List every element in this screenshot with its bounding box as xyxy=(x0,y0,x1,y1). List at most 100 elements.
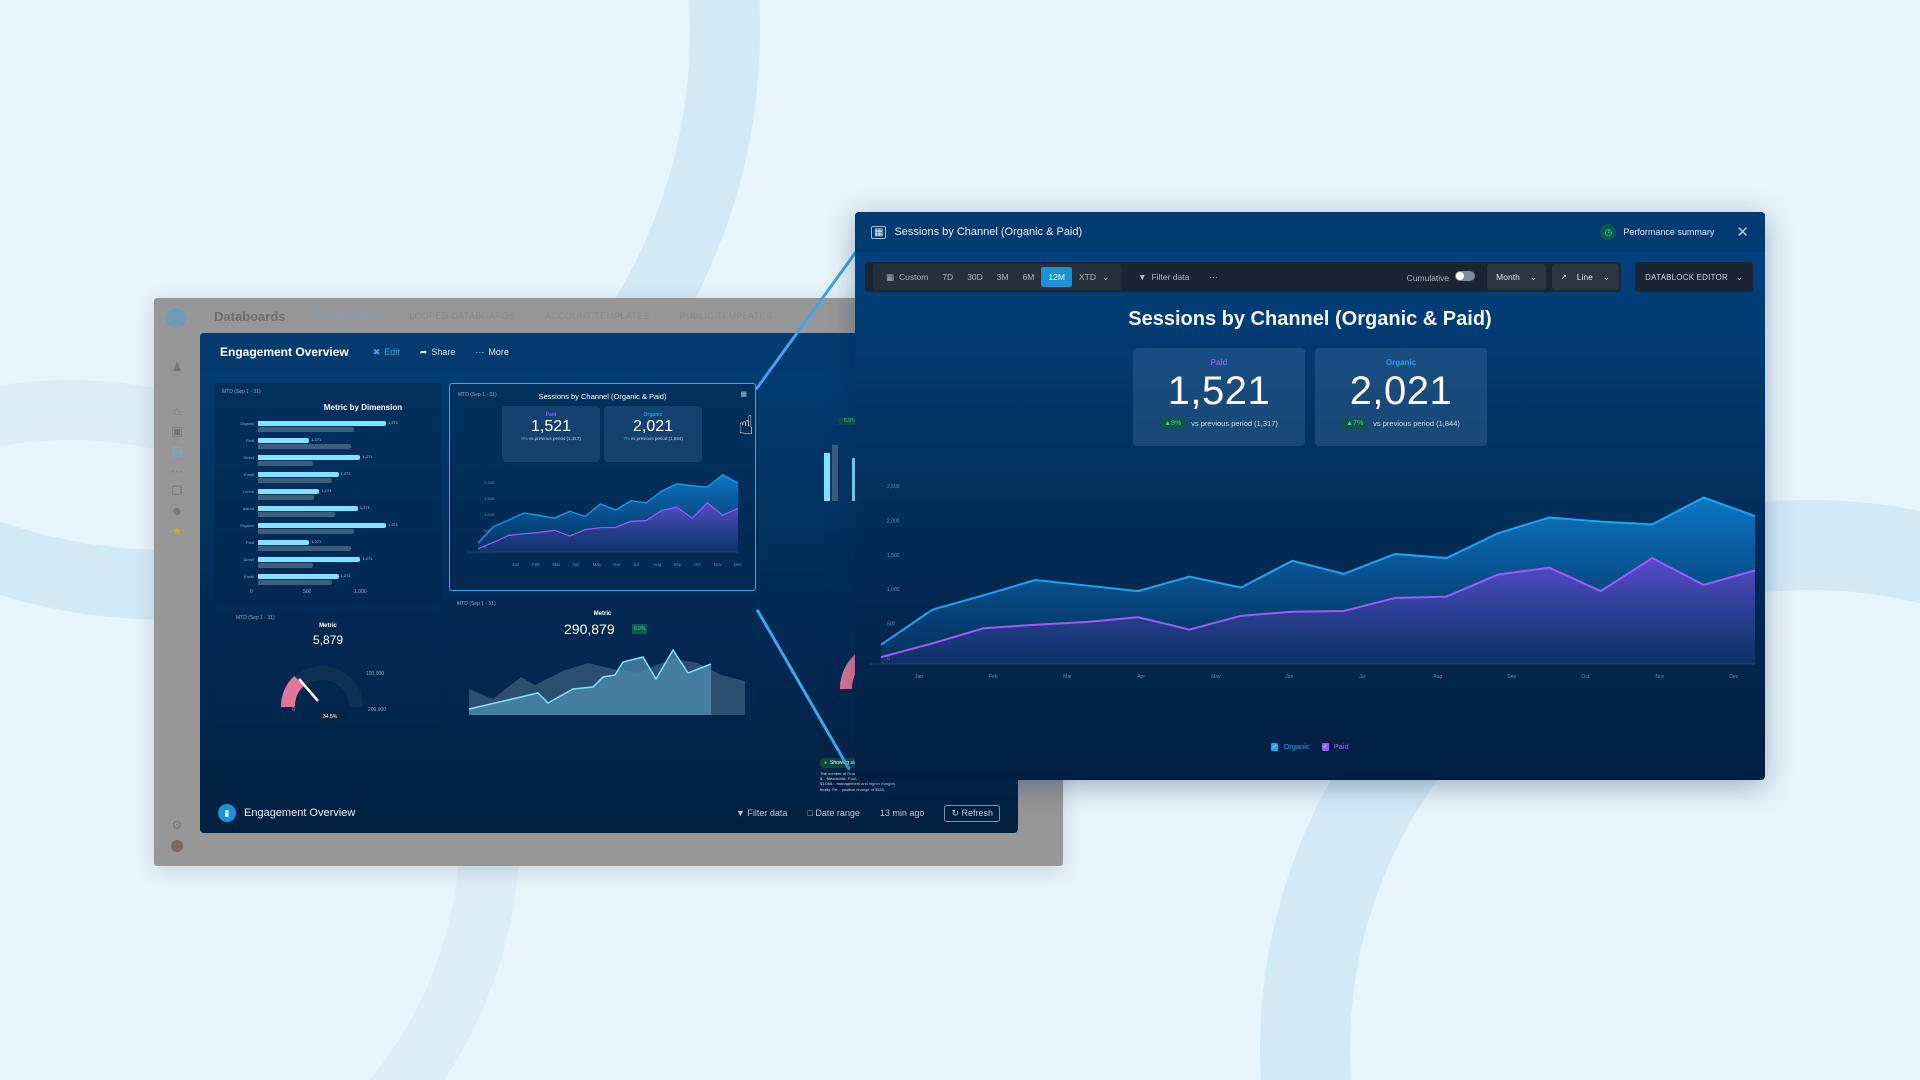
kpi-value: 2,021 xyxy=(1349,369,1453,413)
more-icon[interactable]: ··· xyxy=(171,464,183,478)
bar-current xyxy=(258,557,361,562)
date-range-label: MTD (Sep 1 - 31) xyxy=(457,601,496,607)
custom-range-button[interactable]: ▦ Custom xyxy=(886,271,929,283)
datablock-editor-dropdown[interactable]: DATABLOCK EDITOR ⌄ xyxy=(1635,262,1753,292)
bar-current xyxy=(258,455,361,460)
widget-title: Metric xyxy=(319,623,337,629)
svg-text:1,500: 1,500 xyxy=(484,496,495,501)
svg-text:500: 500 xyxy=(484,528,491,533)
kpi-compare: vs previous period (1,317) xyxy=(1191,419,1278,428)
tab-account-templates[interactable]: ACCOUNT TEMPLATES xyxy=(545,311,650,321)
svg-text:Feb: Feb xyxy=(989,674,998,680)
close-icon[interactable]: ✕ xyxy=(1736,223,1749,241)
report-icon[interactable]: ▣ xyxy=(171,424,183,438)
performance-summary-button[interactable]: ◷ Performance summary xyxy=(1600,224,1714,240)
modal-header: ▦ Sessions by Channel (Organic & Paid) ◷ P… xyxy=(855,212,1765,252)
metric-delta: 8.9% xyxy=(632,624,648,634)
gauge-widget[interactable]: MTD (Sep 1 - 31) Metric 5,879 0 100,000 … xyxy=(214,611,442,723)
granularity-dropdown[interactable]: Month ⌄ xyxy=(1487,264,1546,290)
bar-row: Email 1,271 xyxy=(244,471,351,483)
kpi-label: Organic xyxy=(1385,358,1417,367)
range-3m[interactable]: 3M xyxy=(996,272,1009,282)
filter-icon: ▼ xyxy=(1138,272,1147,282)
edit-button[interactable]: ✖ Edit xyxy=(372,346,400,358)
tab-public-templates[interactable]: PUBLIC TEMPLATES xyxy=(679,311,773,321)
widget-title: Sessions by Channel (Organic & Paid) xyxy=(538,392,667,401)
svg-text:2,500: 2,500 xyxy=(484,468,495,469)
metric-value: 290,879 xyxy=(564,621,615,637)
legend-organic[interactable]: ✓ Organic xyxy=(1271,742,1310,752)
bar-value: 1,271 xyxy=(362,454,373,459)
axis-tick: 0 xyxy=(250,589,253,595)
svg-text:Aug: Aug xyxy=(1433,674,1442,680)
widget-title: Metric by Dimension xyxy=(323,403,403,412)
share-button[interactable]: ➦ Share xyxy=(419,346,456,358)
gauge-chart xyxy=(281,666,363,708)
sessions-by-channel-widget[interactable]: MTD (Sep 1 - 31) Sessions by Channel (Or… xyxy=(449,383,756,591)
star-icon[interactable]: ★ xyxy=(171,524,183,538)
range-12m[interactable]: 12M xyxy=(1041,267,1072,287)
expand-icon[interactable]: ▦ xyxy=(740,391,747,398)
gauge-percent: 34.5% xyxy=(320,713,341,721)
svg-text:Sep: Sep xyxy=(1507,674,1516,680)
svg-text:Apr: Apr xyxy=(1137,674,1145,680)
more-button[interactable]: ··· More xyxy=(475,347,509,357)
chart-type-dropdown[interactable]: ↗ Line ⌄ xyxy=(1551,264,1619,290)
svg-text:500: 500 xyxy=(887,622,896,628)
chevron-down-icon: ⌄ xyxy=(1101,271,1110,282)
svg-text:Oct: Oct xyxy=(1581,674,1589,680)
avatar[interactable] xyxy=(171,840,183,852)
line-chart-icon: ↗ xyxy=(1560,274,1567,281)
kpi-value: 2,021 xyxy=(632,418,674,435)
metric-by-dimension-widget[interactable]: MTD (Sep 1 - 31) Metric by Dimension Org… xyxy=(214,383,442,605)
svg-text:Jun: Jun xyxy=(1285,674,1293,680)
svg-text:Aug: Aug xyxy=(653,562,662,567)
mini-area-chart: 0 500 1,000 1,500 2,000 2,500 Jan Feb Mar Apr May J… xyxy=(466,468,743,567)
toggle-switch[interactable] xyxy=(1455,271,1476,281)
gauge-value: 5,879 xyxy=(312,633,344,647)
hand-cursor-icon: ☝ xyxy=(738,410,754,440)
copy-icon[interactable]: ❐ xyxy=(171,484,183,498)
range-30d[interactable]: 30D xyxy=(967,272,983,282)
tab-looped-databoards[interactable]: LOOPED DATABOARDS xyxy=(409,311,516,321)
ellipsis-icon: ··· xyxy=(475,347,485,357)
axis-tick: 500 xyxy=(303,589,312,595)
bar-previous xyxy=(258,478,333,483)
users-icon[interactable]: ♟ xyxy=(171,360,183,374)
people-icon[interactable]: ☻ xyxy=(170,504,184,518)
range-7d[interactable]: 7D xyxy=(942,272,954,282)
range-xtd[interactable]: XTD ⌄ xyxy=(1078,271,1110,283)
date-range-label: MTD (Sep 1 - 31) xyxy=(458,392,497,398)
filter-data-button[interactable]: ▼ Filter data xyxy=(1138,272,1190,282)
column-chart-widget[interactable] xyxy=(662,383,742,518)
legend-paid[interactable]: ✓ Paid xyxy=(1321,742,1349,752)
more-options-button[interactable]: ··· xyxy=(1209,272,1218,282)
kpi-compare: vs previous period (1,844) xyxy=(1373,419,1460,428)
tab-databoards[interactable]: DATABOARDS xyxy=(315,311,380,321)
kpi-delta: ▲7% xyxy=(1342,418,1368,429)
home-icon[interactable]: ⌂ xyxy=(173,404,181,418)
cumulative-toggle[interactable]: Cumulative xyxy=(1407,271,1476,283)
bar-previous xyxy=(258,563,314,568)
refresh-button[interactable]: ↻ Refresh xyxy=(944,804,1000,822)
dashboard-icon[interactable]: ▤ xyxy=(171,444,183,458)
logo-icon[interactable] xyxy=(166,308,186,328)
column-delta: 8.9% xyxy=(838,417,862,425)
bar-row: Lorem 1,271 xyxy=(243,488,331,500)
bar-row: Email 1,271 xyxy=(244,573,351,585)
bar-value: 1,271 xyxy=(388,420,399,425)
date-range-label: MTD (Sep 1 - 31) xyxy=(222,389,261,395)
svg-text:Jan: Jan xyxy=(915,674,923,680)
footer-filter-button[interactable]: ▼ Filter data xyxy=(735,808,788,818)
bar-row: Paid 1,271 xyxy=(246,437,352,449)
settings-icon[interactable]: ⚙ xyxy=(171,818,183,832)
range-6m[interactable]: 6M xyxy=(1022,272,1035,282)
bar-previous xyxy=(258,512,335,517)
svg-text:Dec: Dec xyxy=(734,562,743,567)
bar-label: Direct xyxy=(243,455,254,460)
footer-date-range-button[interactable]: □ Date range xyxy=(807,808,860,818)
metric-line-widget[interactable]: MTD (Sep 1 - 31) Metric 290,879 8.9% xyxy=(449,597,756,727)
bar-previous xyxy=(258,495,315,500)
bar-row: Ipsum 1,271 xyxy=(243,505,370,517)
bar-row: Direct 1,271 xyxy=(244,454,372,466)
